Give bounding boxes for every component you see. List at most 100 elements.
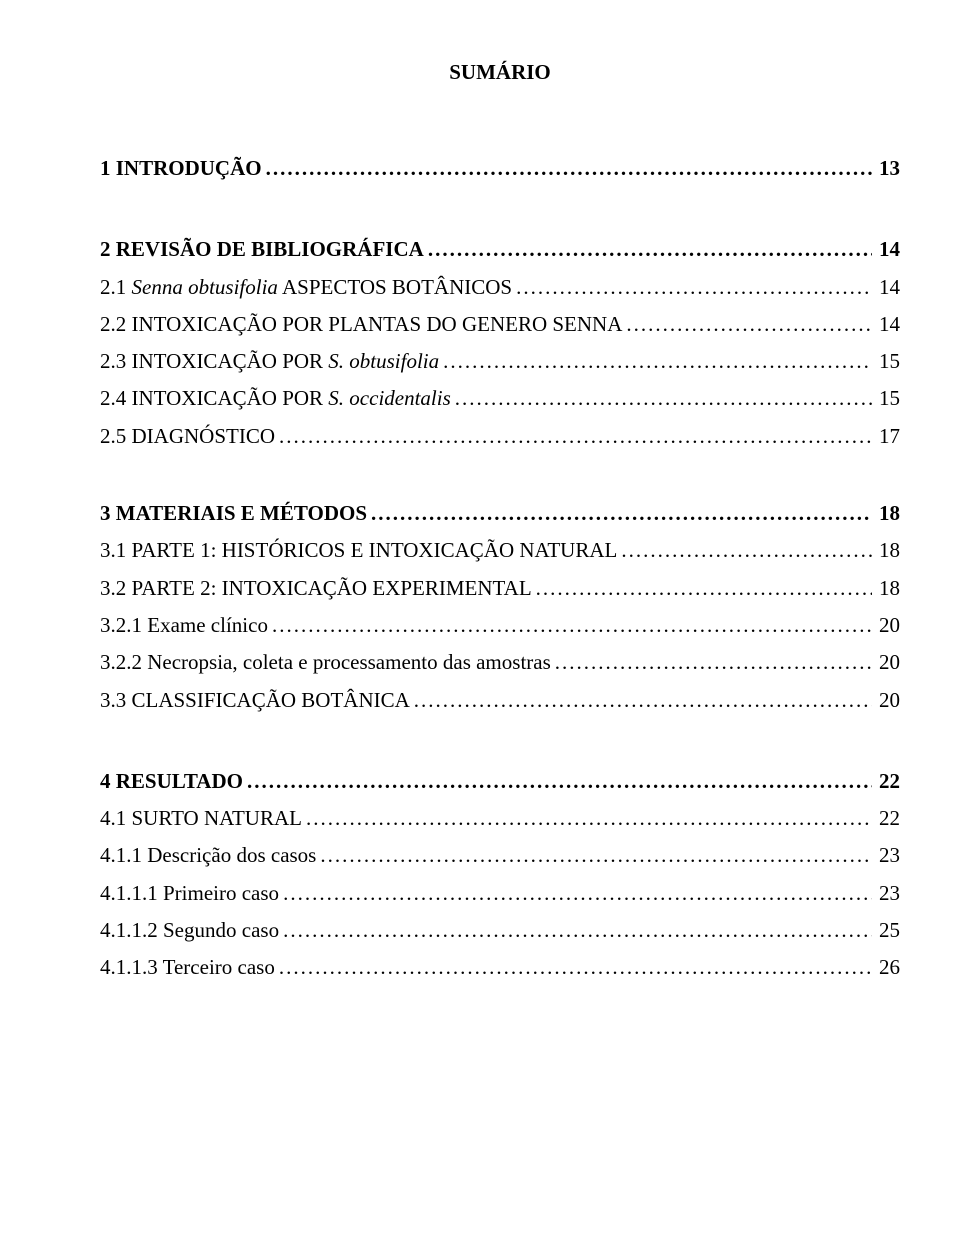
toc-entry-label-prefix: 2.1 bbox=[100, 275, 132, 299]
toc-entry-label-prefix: 3.1 PARTE 1: HISTÓRICOS E INTOXICAÇÃO NA… bbox=[100, 538, 617, 562]
toc-leader-dots bbox=[316, 842, 872, 869]
toc-leader-dots bbox=[268, 612, 872, 639]
toc-leader-dots bbox=[275, 423, 872, 450]
toc-entry-label-prefix: 2.3 INTOXICAÇÃO POR bbox=[100, 349, 328, 373]
toc-list: 1 INTRODUÇÃO 13 2 REVISÃO DE BIBLIOGRÁFICA… bbox=[100, 155, 900, 982]
toc-entry-label: 4.1.1 Descrição dos casos bbox=[100, 842, 316, 869]
toc-entry-page: 14 bbox=[872, 274, 900, 301]
page-container: SUMÁRIO 1 INTRODUÇÃO 13 2 REVISÃO DE BIBLI… bbox=[0, 60, 960, 982]
toc-entry-page: 25 bbox=[872, 917, 900, 944]
toc-gap bbox=[100, 460, 900, 500]
toc-row: 4 RESULTADO 22 bbox=[100, 768, 900, 795]
toc-entry-label: 3.3 CLASSIFICAÇÃO BOTÂNICA bbox=[100, 687, 410, 714]
toc-entry-label-prefix: 2.4 INTOXICAÇÃO POR bbox=[100, 386, 328, 410]
toc-entry-label: 4.1 SURTO NATURAL bbox=[100, 805, 302, 832]
toc-row: 4.1.1.2 Segundo caso 25 bbox=[100, 917, 900, 944]
toc-entry-page: 20 bbox=[872, 687, 900, 714]
toc-entry-label: 4.1.1.3 Terceiro caso bbox=[100, 954, 275, 981]
toc-entry-page: 17 bbox=[872, 423, 900, 450]
toc-row: 1 INTRODUÇÃO 13 bbox=[100, 155, 900, 182]
toc-entry-page: 20 bbox=[872, 649, 900, 676]
toc-entry-page: 18 bbox=[872, 575, 900, 602]
toc-entry-label-prefix: 3 MATERIAIS E MÉTODOS bbox=[100, 501, 367, 525]
toc-leader-dots bbox=[424, 236, 872, 263]
toc-row: 2.5 DIAGNÓSTICO 17 bbox=[100, 423, 900, 450]
toc-entry-label-prefix: 4.1.1.1 Primeiro caso bbox=[100, 881, 279, 905]
toc-row: 4.1.1.1 Primeiro caso 23 bbox=[100, 880, 900, 907]
toc-entry-label-prefix: 3.2 PARTE 2: INTOXICAÇÃO EXPERIMENTAL bbox=[100, 576, 532, 600]
toc-leader-dots bbox=[367, 500, 872, 527]
toc-entry-label-prefix: 4.1.1 Descrição dos casos bbox=[100, 843, 316, 867]
toc-entry-label: 1 INTRODUÇÃO bbox=[100, 155, 262, 182]
toc-row: 4.1.1.3 Terceiro caso 26 bbox=[100, 954, 900, 981]
toc-entry-label-italic: S. obtusifolia bbox=[328, 349, 439, 373]
toc-leader-dots bbox=[451, 385, 872, 412]
toc-leader-dots bbox=[439, 348, 872, 375]
toc-entry-label-prefix: 4.1 SURTO NATURAL bbox=[100, 806, 302, 830]
toc-row: 3.1 PARTE 1: HISTÓRICOS E INTOXICAÇÃO NA… bbox=[100, 537, 900, 564]
toc-entry-page: 13 bbox=[872, 155, 900, 182]
toc-leader-dots bbox=[551, 649, 872, 676]
toc-entry-label: 3.2 PARTE 2: INTOXICAÇÃO EXPERIMENTAL bbox=[100, 575, 532, 602]
toc-row: 2.4 INTOXICAÇÃO POR S. occidentalis 15 bbox=[100, 385, 900, 412]
toc-entry-page: 18 bbox=[872, 500, 900, 527]
toc-entry-label-suffix: ASPECTOS BOTÂNICOS bbox=[278, 275, 512, 299]
toc-entry-page: 14 bbox=[872, 311, 900, 338]
toc-entry-page: 23 bbox=[872, 842, 900, 869]
toc-row: 4.1.1 Descrição dos casos 23 bbox=[100, 842, 900, 869]
toc-row: 2.3 INTOXICAÇÃO POR S. obtusifolia 15 bbox=[100, 348, 900, 375]
toc-leader-dots bbox=[410, 687, 872, 714]
toc-leader-dots bbox=[262, 155, 872, 182]
toc-entry-label-prefix: 1 INTRODUÇÃO bbox=[100, 156, 262, 180]
toc-row: 2 REVISÃO DE BIBLIOGRÁFICA 14 bbox=[100, 236, 900, 263]
toc-entry-page: 22 bbox=[872, 768, 900, 795]
toc-entry-label-prefix: 2.5 DIAGNÓSTICO bbox=[100, 424, 275, 448]
toc-entry-page: 15 bbox=[872, 348, 900, 375]
toc-row: 3.2.2 Necropsia, coleta e processamento … bbox=[100, 649, 900, 676]
toc-entry-page: 20 bbox=[872, 612, 900, 639]
toc-entry-label: 3 MATERIAIS E MÉTODOS bbox=[100, 500, 367, 527]
toc-leader-dots bbox=[279, 880, 872, 907]
toc-gap bbox=[100, 724, 900, 768]
toc-entry-label-prefix: 4 RESULTADO bbox=[100, 769, 243, 793]
toc-gap bbox=[100, 192, 900, 236]
page-title: SUMÁRIO bbox=[100, 60, 900, 85]
toc-entry-label: 2.3 INTOXICAÇÃO POR S. obtusifolia bbox=[100, 348, 439, 375]
toc-entry-label-prefix: 4.1.1.3 Terceiro caso bbox=[100, 955, 275, 979]
toc-leader-dots bbox=[302, 805, 872, 832]
toc-entry-label-italic: S. occidentalis bbox=[328, 386, 450, 410]
toc-entry-label: 3.2.1 Exame clínico bbox=[100, 612, 268, 639]
toc-entry-label-prefix: 4.1.1.2 Segundo caso bbox=[100, 918, 279, 942]
toc-entry-label: 2.4 INTOXICAÇÃO POR S. occidentalis bbox=[100, 385, 451, 412]
toc-entry-label: 4.1.1.2 Segundo caso bbox=[100, 917, 279, 944]
toc-entry-label-prefix: 3.2.2 Necropsia, coleta e processamento … bbox=[100, 650, 551, 674]
toc-entry-label: 4 RESULTADO bbox=[100, 768, 243, 795]
toc-entry-page: 18 bbox=[872, 537, 900, 564]
toc-entry-page: 14 bbox=[872, 236, 900, 263]
toc-entry-label: 2.2 INTOXICAÇÃO POR PLANTAS DO GENERO SE… bbox=[100, 311, 622, 338]
toc-entry-label-prefix: 2.2 INTOXICAÇÃO POR PLANTAS DO GENERO SE… bbox=[100, 312, 622, 336]
toc-entry-label: 2.5 DIAGNÓSTICO bbox=[100, 423, 275, 450]
toc-row: 2.1 Senna obtusifolia ASPECTOS BOTÂNICOS… bbox=[100, 274, 900, 301]
toc-entry-label: 4.1.1.1 Primeiro caso bbox=[100, 880, 279, 907]
toc-leader-dots bbox=[532, 575, 872, 602]
toc-leader-dots bbox=[243, 768, 872, 795]
toc-entry-label-prefix: 3.2.1 Exame clínico bbox=[100, 613, 268, 637]
toc-entry-page: 23 bbox=[872, 880, 900, 907]
toc-entry-label-italic: Senna obtusifolia bbox=[132, 275, 278, 299]
toc-leader-dots bbox=[622, 311, 872, 338]
toc-leader-dots bbox=[279, 917, 872, 944]
toc-leader-dots bbox=[512, 274, 872, 301]
toc-row: 3 MATERIAIS E MÉTODOS 18 bbox=[100, 500, 900, 527]
toc-entry-label-prefix: 3.3 CLASSIFICAÇÃO BOTÂNICA bbox=[100, 688, 410, 712]
toc-leader-dots bbox=[275, 954, 872, 981]
toc-entry-label: 3.2.2 Necropsia, coleta e processamento … bbox=[100, 649, 551, 676]
toc-entry-label: 2 REVISÃO DE BIBLIOGRÁFICA bbox=[100, 236, 424, 263]
toc-entry-page: 15 bbox=[872, 385, 900, 412]
toc-entry-label-prefix: 2 REVISÃO DE BIBLIOGRÁFICA bbox=[100, 237, 424, 261]
toc-row: 2.2 INTOXICAÇÃO POR PLANTAS DO GENERO SE… bbox=[100, 311, 900, 338]
toc-entry-page: 26 bbox=[872, 954, 900, 981]
toc-row: 3.2 PARTE 2: INTOXICAÇÃO EXPERIMENTAL 18 bbox=[100, 575, 900, 602]
toc-leader-dots bbox=[617, 537, 872, 564]
toc-entry-page: 22 bbox=[872, 805, 900, 832]
